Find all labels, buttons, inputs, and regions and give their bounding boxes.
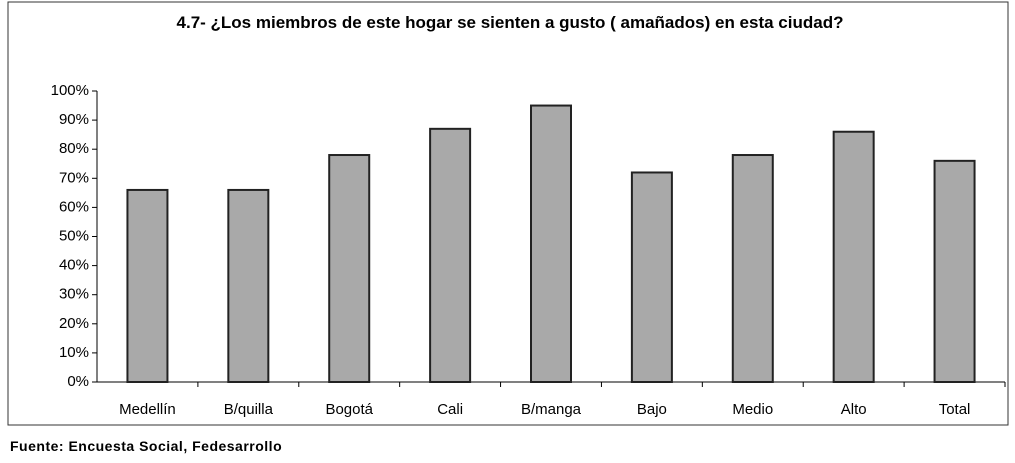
bar <box>126 188 169 383</box>
x-tick-label: B/manga <box>521 401 582 418</box>
y-tick-label: 100% <box>51 82 89 99</box>
y-tick-label: 20% <box>59 315 89 332</box>
y-tick-label: 50% <box>59 227 89 244</box>
x-tick-label: Cali <box>437 401 463 418</box>
chart-border <box>7 1 1009 426</box>
y-tick-label: 0% <box>67 373 89 390</box>
y-tick-label: 90% <box>59 111 89 128</box>
bar <box>731 154 774 383</box>
x-tick-label: Alto <box>841 401 867 418</box>
y-tick-label: 80% <box>59 140 89 157</box>
y-tick-label: 30% <box>59 286 89 303</box>
y-tick-label: 70% <box>59 169 89 186</box>
y-tick-label: 60% <box>59 198 89 215</box>
bar <box>630 171 673 383</box>
x-tick-label: Bogotá <box>325 401 373 418</box>
bar <box>530 104 572 384</box>
bar <box>832 130 875 383</box>
source-note: Fuente: Encuesta Social, Fedesarrollo <box>10 438 283 454</box>
y-tick-label: 10% <box>59 344 89 361</box>
chart-title: 4.7- ¿Los miembros de este hogar se sien… <box>176 13 844 32</box>
x-tick-label: Medellín <box>119 401 176 418</box>
x-tick-label: Total <box>939 401 971 418</box>
bar <box>933 159 976 383</box>
x-tick-label: B/quilla <box>224 401 274 418</box>
x-tick-label: Bajo <box>637 401 667 418</box>
bar <box>429 127 472 383</box>
bar <box>227 188 270 383</box>
x-tick-label: Medio <box>732 401 773 418</box>
bar <box>328 154 371 383</box>
y-tick-label: 40% <box>59 257 89 274</box>
